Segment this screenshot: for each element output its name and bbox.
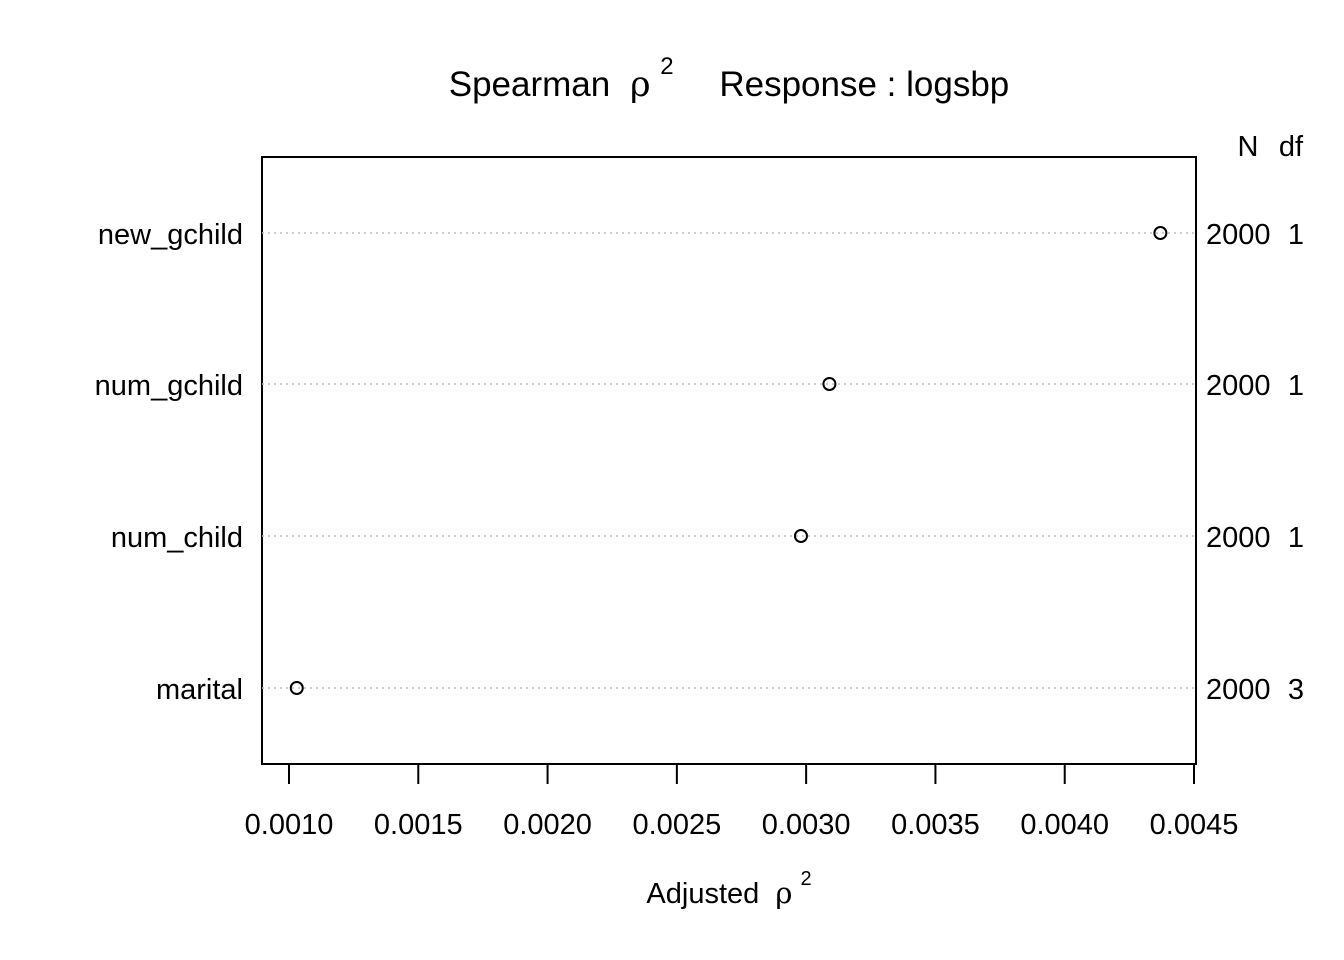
row-df-value: 1	[1288, 219, 1304, 251]
x-tick-label: 0.0030	[762, 809, 851, 841]
dot-rows: new_gchild 2000 1 num_gchild 2000 1 num_child 2…	[95, 219, 1304, 706]
x-tick-label: 0.0040	[1020, 809, 1109, 841]
category-label: num_child	[111, 522, 243, 554]
x-tick-label: 0.0045	[1150, 809, 1239, 841]
row-n-value: 2000	[1206, 522, 1271, 554]
category-label: marital	[156, 674, 243, 706]
plot-frame	[261, 156, 1197, 765]
x-axis: 0.0010 0.0015 0.0020 0.0025 0.0030 0.0035 0.00…	[245, 763, 1239, 841]
svg-text:Adjusted ρ 2: Adjusted ρ 2	[646, 868, 811, 910]
title-rho-exponent: 2	[660, 53, 673, 80]
x-tick-label: 0.0035	[891, 809, 980, 841]
x-tick-label: 0.0010	[245, 809, 334, 841]
data-point	[822, 377, 837, 391]
row-df-value: 1	[1288, 522, 1304, 554]
data-point	[793, 529, 808, 543]
x-tick-label: 0.0020	[503, 809, 592, 841]
svg-text:Spearman ρ 2: Spearman ρ 2 Response : logsbp	[449, 43, 1010, 105]
x-tick-label: 0.0025	[633, 809, 722, 841]
chart-title: Spearman ρ 2 Response : logsbp	[449, 43, 1010, 105]
title-rho-symbol: ρ	[630, 65, 651, 105]
row-n-value: 2000	[1206, 674, 1271, 706]
x-tick-label: 0.0015	[374, 809, 463, 841]
category-label: new_gchild	[98, 219, 243, 251]
title-stat: Spearman	[449, 65, 610, 104]
header-df: df	[1279, 131, 1304, 163]
row-df-value: 3	[1288, 674, 1304, 706]
header-n: N	[1238, 131, 1259, 163]
xlabel-text: Adjusted	[646, 878, 759, 910]
row-df-value: 1	[1288, 370, 1304, 402]
data-point	[289, 681, 304, 695]
data-point	[1153, 226, 1168, 240]
xlabel-rho-exponent: 2	[800, 868, 811, 890]
row-n-value: 2000	[1206, 370, 1271, 402]
x-axis-label: Adjusted ρ 2	[646, 868, 811, 910]
xlabel-rho-symbol: ρ	[775, 876, 792, 910]
row-n-value: 2000	[1206, 219, 1271, 251]
category-label: num_gchild	[95, 370, 243, 402]
title-response: Response : logsbp	[719, 65, 1009, 104]
